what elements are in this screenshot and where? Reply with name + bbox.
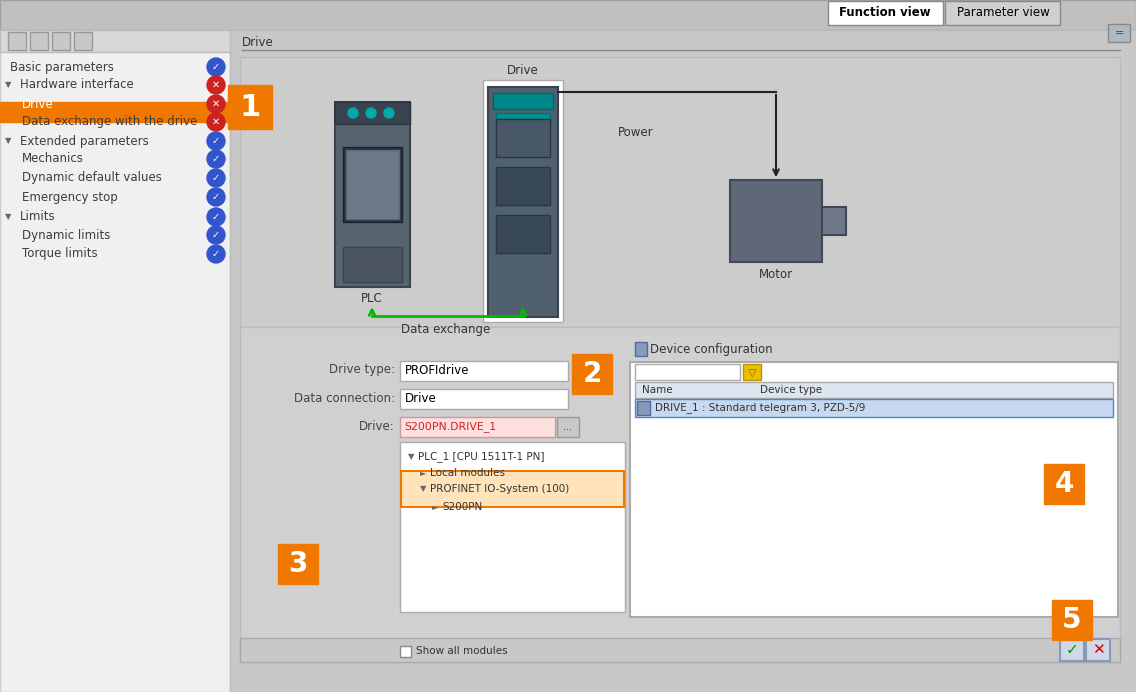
Text: PROFINET IO-System (100): PROFINET IO-System (100) [431, 484, 569, 494]
Text: Data exchange: Data exchange [401, 323, 491, 336]
FancyBboxPatch shape [573, 354, 612, 394]
Text: ✓: ✓ [212, 212, 220, 222]
Text: Drive:: Drive: [359, 419, 395, 432]
Text: ✕: ✕ [1092, 642, 1104, 657]
Text: ▼: ▼ [5, 212, 11, 221]
Text: PROFIdrive: PROFIdrive [406, 365, 469, 378]
FancyBboxPatch shape [0, 102, 228, 122]
FancyBboxPatch shape [496, 119, 550, 157]
Text: DRIVE_1 : Standard telegram 3, PZD-5/9: DRIVE_1 : Standard telegram 3, PZD-5/9 [655, 403, 866, 413]
Text: Data exchange with the drive: Data exchange with the drive [22, 116, 198, 129]
Text: PLC: PLC [361, 293, 383, 305]
Circle shape [207, 150, 225, 168]
Text: Torque limits: Torque limits [22, 248, 98, 260]
Circle shape [207, 113, 225, 131]
Text: 4: 4 [1054, 470, 1074, 498]
FancyBboxPatch shape [278, 544, 318, 584]
FancyBboxPatch shape [557, 417, 579, 437]
FancyBboxPatch shape [630, 362, 1118, 617]
FancyBboxPatch shape [635, 342, 648, 356]
Circle shape [207, 188, 225, 206]
FancyBboxPatch shape [483, 80, 563, 322]
FancyBboxPatch shape [1052, 600, 1092, 640]
Text: =: = [1114, 28, 1124, 38]
Text: Name: Name [642, 385, 673, 395]
Circle shape [207, 76, 225, 94]
FancyBboxPatch shape [240, 57, 1120, 327]
FancyBboxPatch shape [228, 85, 272, 129]
Text: ✓: ✓ [212, 154, 220, 164]
Text: ✕: ✕ [212, 80, 220, 90]
FancyBboxPatch shape [1060, 639, 1084, 661]
Text: Basic parameters: Basic parameters [10, 60, 114, 73]
FancyBboxPatch shape [401, 471, 624, 507]
FancyBboxPatch shape [229, 30, 1136, 692]
Text: Parameter view: Parameter view [957, 6, 1050, 19]
FancyBboxPatch shape [343, 247, 402, 282]
FancyBboxPatch shape [0, 30, 229, 52]
Text: Drive type:: Drive type: [329, 363, 395, 376]
Text: Power: Power [618, 125, 653, 138]
FancyBboxPatch shape [493, 93, 553, 109]
FancyBboxPatch shape [730, 180, 822, 262]
Text: Show all modules: Show all modules [416, 646, 508, 656]
Text: Drive: Drive [242, 35, 274, 48]
FancyBboxPatch shape [1108, 24, 1130, 42]
Text: S200PN: S200PN [442, 502, 483, 512]
FancyBboxPatch shape [488, 87, 558, 317]
Text: ▼: ▼ [5, 136, 11, 145]
FancyBboxPatch shape [1086, 639, 1110, 661]
Circle shape [207, 226, 225, 244]
FancyBboxPatch shape [496, 215, 550, 253]
FancyBboxPatch shape [240, 327, 1120, 662]
FancyBboxPatch shape [822, 207, 846, 235]
Text: ✕: ✕ [212, 99, 220, 109]
Text: ▼: ▼ [408, 453, 415, 462]
Text: ►: ► [420, 468, 426, 477]
Text: Drive: Drive [22, 98, 53, 111]
Circle shape [207, 245, 225, 263]
FancyBboxPatch shape [8, 32, 26, 50]
Text: Data connection:: Data connection: [294, 392, 395, 405]
Text: 1: 1 [240, 93, 260, 122]
Text: Limits: Limits [20, 210, 56, 224]
Text: PLC_1 [CPU 1511T-1 PN]: PLC_1 [CPU 1511T-1 PN] [418, 452, 544, 462]
FancyBboxPatch shape [400, 442, 625, 612]
Text: ▼: ▼ [5, 80, 11, 89]
FancyBboxPatch shape [240, 638, 1120, 662]
Text: Hardware interface: Hardware interface [20, 78, 134, 91]
Text: 3: 3 [289, 550, 308, 578]
FancyBboxPatch shape [635, 382, 1113, 398]
FancyBboxPatch shape [743, 364, 761, 380]
Text: Device type: Device type [760, 385, 822, 395]
FancyBboxPatch shape [0, 0, 1136, 30]
FancyBboxPatch shape [335, 102, 410, 124]
Text: Mechanics: Mechanics [22, 152, 84, 165]
Text: Motor: Motor [759, 268, 793, 280]
FancyBboxPatch shape [828, 1, 943, 25]
Circle shape [207, 58, 225, 76]
Text: ►: ► [432, 502, 438, 511]
FancyBboxPatch shape [343, 147, 402, 222]
Text: ✓: ✓ [212, 249, 220, 259]
Text: ✓: ✓ [212, 173, 220, 183]
Text: Drive: Drive [406, 392, 436, 406]
FancyBboxPatch shape [30, 32, 48, 50]
FancyBboxPatch shape [400, 389, 568, 409]
FancyBboxPatch shape [74, 32, 92, 50]
Text: Emergency stop: Emergency stop [22, 190, 118, 203]
FancyBboxPatch shape [1044, 464, 1084, 504]
Text: ✓: ✓ [212, 192, 220, 202]
Text: ✓: ✓ [1066, 642, 1078, 657]
FancyBboxPatch shape [400, 646, 411, 657]
Text: ✕: ✕ [212, 117, 220, 127]
Text: Dynamic limits: Dynamic limits [22, 228, 110, 242]
FancyBboxPatch shape [0, 30, 229, 692]
Text: Device configuration: Device configuration [650, 343, 772, 356]
FancyBboxPatch shape [635, 399, 1113, 417]
Circle shape [207, 95, 225, 113]
Text: 2: 2 [583, 360, 602, 388]
FancyBboxPatch shape [635, 364, 740, 380]
FancyBboxPatch shape [346, 150, 399, 219]
